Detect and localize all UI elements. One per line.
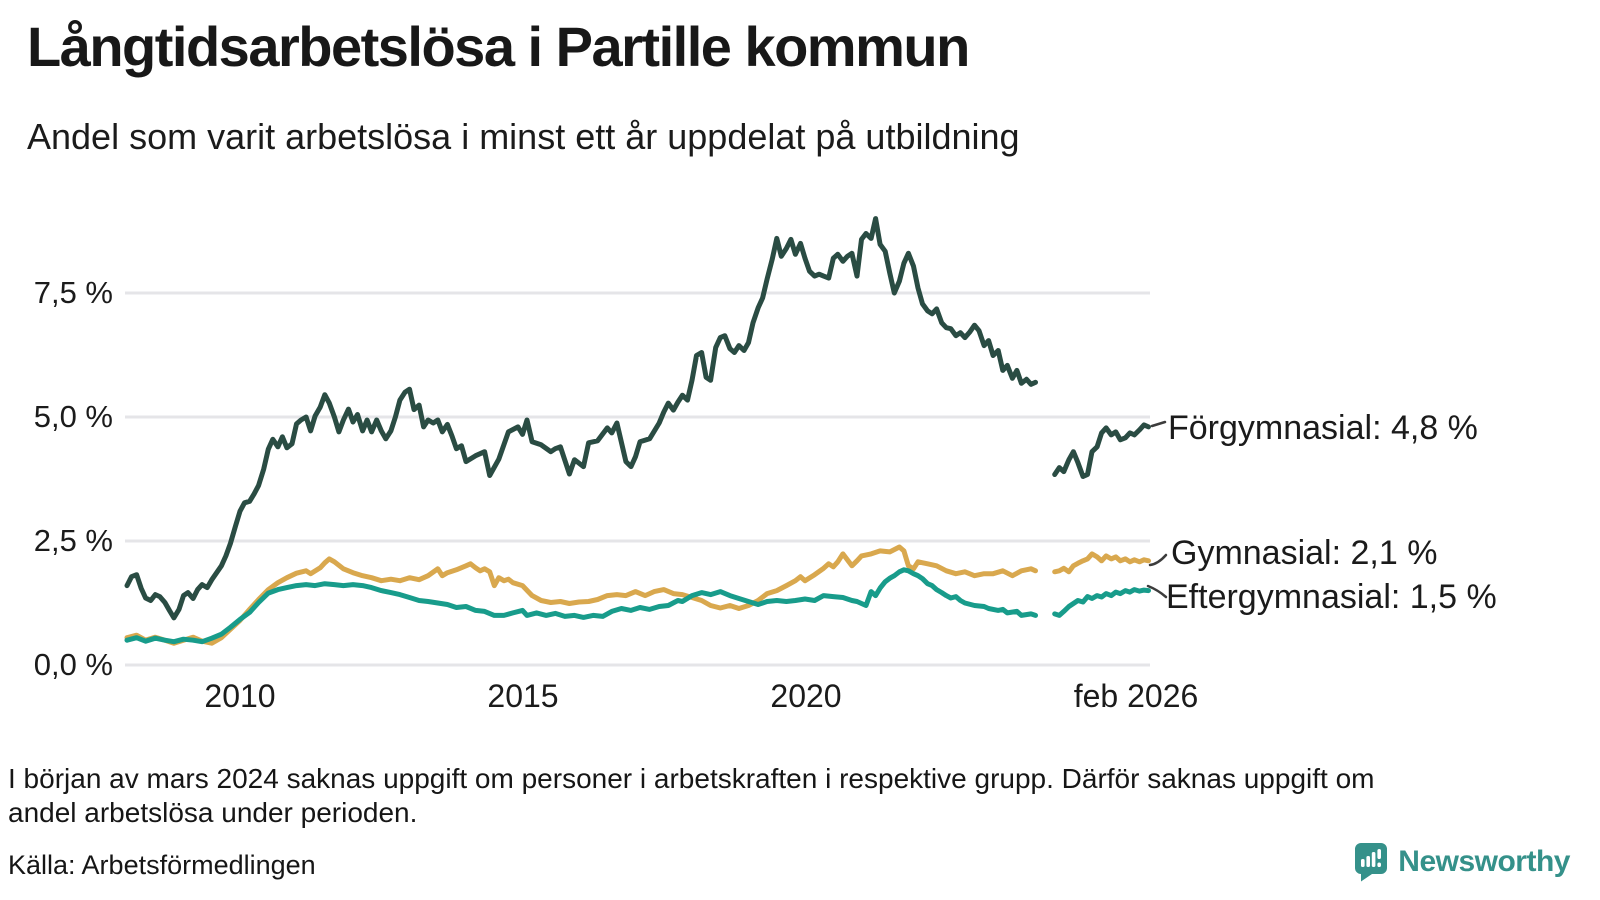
y-tick-2-5: 2,5 % — [33, 523, 113, 558]
series-label-gymnasial: Gymnasial: 2,1 % — [1171, 534, 1438, 572]
series-line-forgymnasial-seg2 — [1052, 422, 1151, 479]
connector-gymnasial — [1148, 553, 1168, 567]
newsworthy-wordmark: Newsworthy — [1398, 845, 1570, 878]
connector-forgymnasial — [1150, 420, 1167, 428]
connector-eftergymnasial — [1146, 584, 1168, 599]
series-line-eftergymnasial-seg1 — [124, 567, 1038, 645]
footnote-line-2: andel arbetslösa under perioden. — [8, 797, 418, 828]
series-label-eftergymnasial: Eftergymnasial: 1,5 % — [1166, 578, 1497, 616]
series-line-gymnasial-seg2 — [1052, 551, 1151, 575]
series-label-forgymnasial: Förgymnasial: 4,8 % — [1168, 409, 1478, 447]
x-tick-feb-2026: feb 2026 — [1073, 678, 1199, 714]
footnote: I början av mars 2024 saknas uppgift om … — [8, 762, 1548, 830]
bar-chart-speech-bubble-icon — [1355, 843, 1388, 882]
y-tick-0: 0,0 % — [33, 647, 113, 682]
x-tick-2015: 2015 — [487, 678, 559, 714]
series-line-gymnasial-seg1 — [124, 544, 1038, 646]
newsworthy-logo[interactable]: Newsworthy — [1354, 842, 1570, 882]
x-tick-2020: 2020 — [770, 678, 842, 714]
chart-title: Långtidsarbetslösa i Partille kommun — [27, 15, 970, 78]
source-note: Källa: Arbetsförmedlingen — [8, 850, 316, 880]
chart-subtitle: Andel som varit arbetslösa i minst ett å… — [27, 116, 1020, 157]
series-line-forgymnasial-seg1 — [124, 216, 1038, 621]
y-tick-5-0: 5,0 % — [33, 399, 113, 434]
series-line-eftergymnasial-seg2 — [1052, 587, 1151, 618]
y-tick-7-5: 7,5 % — [33, 275, 113, 310]
x-tick-2010: 2010 — [204, 678, 276, 714]
footnote-line-1: I början av mars 2024 saknas uppgift om … — [8, 763, 1375, 794]
